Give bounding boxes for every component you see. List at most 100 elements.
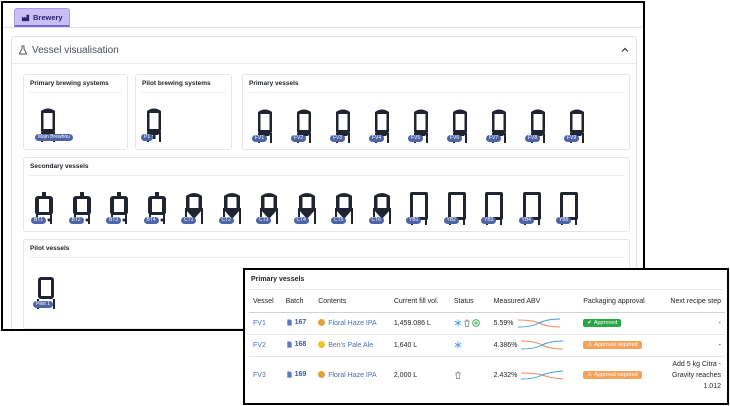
col-approval[interactable]: Packaging approval (579, 292, 659, 313)
vessel-bt4[interactable]: BT4 (143, 190, 169, 230)
vessel-ct5[interactable]: CT5 (331, 190, 356, 230)
col-fill[interactable]: Current fill vol. (389, 292, 450, 313)
vessel-link[interactable]: FV3 (253, 371, 266, 379)
vessel-main-brewhouse[interactable]: Main Brewhou (35, 107, 73, 147)
vessel-label: YB4 (518, 217, 534, 224)
tab-bar: Brewery (3, 3, 643, 28)
document-icon (286, 371, 292, 378)
vessel-p1[interactable]: P1 (141, 107, 166, 147)
contents-link[interactable]: Floral Haze IPA (328, 320, 377, 327)
col-next-step[interactable]: Next recipe step (658, 292, 725, 313)
snowflake-icon (454, 319, 462, 326)
vessel-label: YB1 (406, 217, 422, 224)
snowflake-icon (454, 341, 462, 348)
col-status[interactable]: Status (449, 292, 490, 313)
batch-link[interactable]: 167 (286, 318, 307, 326)
fill-volume: 2,000 L (393, 371, 418, 379)
vessel-label: BT1 (31, 217, 47, 224)
approval-badge[interactable]: ⚠ Approval required (583, 371, 642, 380)
col-contents[interactable]: Contents (314, 292, 390, 313)
vessel-label: CT5 (331, 217, 347, 224)
batch-number: 167 (294, 318, 307, 326)
section-pilot-brewing: Pilot brewing systems P1 (135, 74, 232, 150)
vessel-label: CT3 (256, 217, 272, 224)
panel-header[interactable]: Vessel visualisation (12, 37, 636, 64)
table-panel-title: Primary vessels (251, 276, 305, 283)
vessel-fv9[interactable]: FV9 (564, 108, 589, 148)
vessel-bt3[interactable]: BT3 (106, 190, 131, 230)
contents-link[interactable]: Ben's Pale Ale (328, 342, 374, 349)
col-batch[interactable]: Batch (281, 292, 315, 313)
batch-link[interactable]: 169 (286, 371, 306, 378)
flask-icon (19, 45, 27, 55)
chevron-up-icon[interactable] (620, 45, 630, 55)
vessel-fv5[interactable]: FV5 (408, 108, 433, 148)
fill-volume: 1,459.086 L (389, 312, 450, 335)
contents-color-dot (318, 371, 326, 379)
vessel-fv2[interactable]: FV2 (291, 108, 316, 148)
vessel-fv6[interactable]: FV6 (447, 108, 472, 148)
vessel-bt1[interactable]: BT1 (31, 190, 56, 230)
approval-badge[interactable]: ✔ Approved (583, 319, 622, 327)
table-row: FV2 168 Ben's Pale Ale 1,640 L 4.386% ⚠ A… (249, 334, 725, 357)
vessel-label: BT3 (106, 217, 122, 224)
contents-link[interactable]: Floral Haze IPA (328, 372, 377, 380)
abv-value: 4.386% (493, 341, 518, 349)
table-header-row: Vessel Batch Contents Current fill vol. … (249, 292, 725, 313)
document-icon (286, 318, 292, 326)
next-step-line: Gravity reaches (671, 371, 721, 379)
approval-label: Approval required (594, 342, 638, 348)
vessel-link[interactable]: FV1 (253, 319, 266, 327)
vessel-yb4[interactable]: YB4 (518, 190, 544, 230)
tab-brewery-label: Brewery (33, 12, 63, 22)
vessel-yb2[interactable]: YB2 (443, 190, 469, 230)
tab-brewery[interactable]: Brewery (14, 8, 70, 27)
vessel-yb1[interactable]: YB1 (406, 190, 431, 230)
abv-sparkline (521, 370, 564, 380)
trash-icon (455, 371, 461, 379)
vessel-label: YB5 (556, 217, 572, 224)
panel-title: Vessel visualisation (32, 44, 119, 56)
vessel-fv4[interactable]: FV4 (369, 108, 394, 148)
vessel-link[interactable]: FV2 (253, 341, 266, 349)
batch-link[interactable]: 168 (286, 341, 306, 348)
contents-color-dot (318, 341, 326, 348)
vessel-pilot-1[interactable]: Pilot 1 (33, 274, 58, 314)
factory-icon (21, 14, 30, 21)
abv-value: 5.59% (493, 319, 514, 327)
table-row: FV3 169 Floral Haze IPA 2,000 L 2.432% ⚠… (249, 356, 725, 394)
vessel-fv8[interactable]: FV8 (525, 108, 550, 148)
section-title: Primary brewing systems (30, 80, 109, 87)
vessel-ct4[interactable]: CT4 (293, 190, 319, 230)
vessel-label: YB3 (481, 217, 497, 224)
vessel-label: BT2 (68, 217, 84, 224)
warning-icon: ⚠ (587, 372, 593, 379)
vessel-ct6[interactable]: CT6 (368, 190, 394, 230)
vessel-label: P1 (141, 134, 154, 141)
col-vessel[interactable]: Vessel (249, 292, 282, 313)
section-title: Primary vessels (249, 80, 299, 87)
vessel-label: FV4 (369, 135, 385, 142)
vessel-label: Main Brewhou (35, 134, 73, 141)
primary-vessels-table-window: Primary vessels Vessel Batch Contents Cu… (243, 268, 729, 405)
vessel-ct3[interactable]: CT3 (256, 190, 281, 230)
vessel-label: FV6 (447, 135, 463, 142)
approval-badge[interactable]: ⚠ Approval required (583, 341, 642, 349)
vessel-label: CT4 (293, 217, 309, 224)
vessel-fv7[interactable]: FV7 (486, 108, 511, 148)
approval-label: Approved (593, 320, 618, 326)
vessel-yb3[interactable]: YB3 (481, 190, 506, 230)
vessel-ct2[interactable]: CT2 (218, 190, 244, 230)
vessel-fv1[interactable]: FV1 (252, 108, 277, 148)
vessel-fv3[interactable]: FV3 (330, 108, 355, 148)
vessel-yb5[interactable]: YB5 (556, 190, 581, 230)
primary-vessels-table: Vessel Batch Contents Current fill vol. … (249, 292, 725, 394)
col-abv[interactable]: Measured ABV (489, 292, 580, 313)
approval-label: Approval required (594, 372, 638, 379)
vessel-bt2[interactable]: BT2 (68, 190, 94, 230)
vessel-label: FV3 (330, 135, 346, 142)
fill-volume: 1,640 L (389, 334, 450, 357)
section-primary-vessels: Primary vessels FV1 FV2 FV3 FV4 FV5 FV6 FV7 FV8… (242, 74, 630, 150)
vessel-label: FV1 (252, 135, 268, 142)
vessel-ct1[interactable]: CT1 (181, 190, 206, 230)
